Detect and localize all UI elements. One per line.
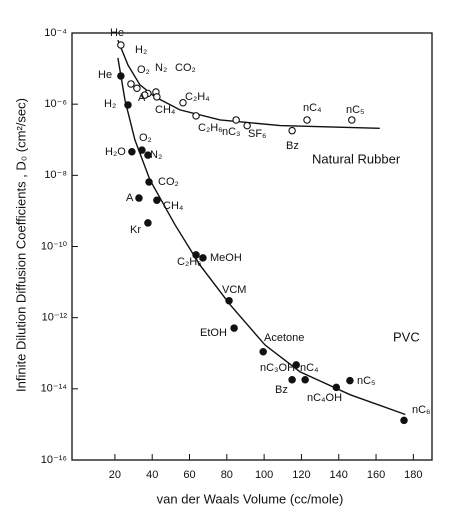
point-label: O₂ (137, 64, 150, 76)
point-label: nC₃OH (260, 362, 295, 374)
x-tick-label: 120 (292, 469, 310, 481)
point-label: He (98, 69, 112, 81)
point-label: Kr (130, 224, 141, 236)
point-label: EtOH (200, 327, 227, 339)
data-point (135, 194, 143, 202)
y-tick-label: 10⁻⁸ (44, 169, 67, 181)
point-label: Acetone (264, 332, 304, 344)
y-tick-label: 10⁻¹² (42, 312, 68, 324)
point-label: A (138, 92, 146, 104)
point-label: H₂O (105, 146, 126, 158)
point-label: CO₂ (175, 62, 196, 74)
point-label: CO₂ (158, 176, 179, 188)
data-point (117, 41, 125, 49)
point-label: N₂ (155, 62, 167, 74)
data-point (153, 93, 161, 101)
x-tick-label: 80 (221, 469, 233, 481)
fit-curve (117, 39, 380, 129)
data-point (133, 84, 141, 93)
point-label: nC₅ (346, 104, 365, 116)
data-point (192, 251, 200, 259)
point-label: nC₄ (303, 102, 322, 114)
annotation: PVC (393, 329, 420, 344)
data-point (144, 219, 152, 227)
annotation: Natural Rubber (312, 151, 401, 166)
data-point (225, 296, 233, 305)
data-point (346, 376, 354, 385)
point-label: nC₄OH (307, 392, 342, 404)
y-tick-label: 10⁻¹⁴ (41, 383, 68, 395)
data-point (288, 126, 296, 135)
x-tick-label: 100 (255, 469, 273, 481)
data-point (332, 383, 341, 392)
point-label: H₂ (104, 98, 116, 110)
point-label: nC₆ (412, 404, 431, 416)
x-tick-label: 20 (109, 469, 121, 481)
y-tick-label: 10⁻⁶ (44, 98, 67, 110)
data-point (128, 148, 136, 156)
y-tick-label: 10⁻⁴ (44, 27, 67, 39)
data-point (144, 151, 152, 159)
data-point (179, 98, 187, 107)
data-point (153, 196, 161, 204)
point-label: nC₃ (222, 126, 241, 138)
point-label: C₂H₄ (185, 91, 210, 103)
point-label: SF₆ (248, 128, 267, 140)
x-tick-label: 40 (146, 469, 158, 481)
point-label: VCM (222, 284, 246, 296)
point-label: CH₄ (155, 104, 176, 116)
point-label: C₂H₆ (177, 256, 202, 268)
x-tick-label: 180 (404, 469, 422, 481)
point-label: MeOH (210, 252, 242, 264)
data-point (140, 91, 149, 99)
data-point (127, 80, 135, 88)
data-point (199, 254, 207, 262)
point-label: nC₅ (357, 375, 376, 387)
y-tick-label: 10⁻¹⁶ (41, 454, 67, 466)
data-point (243, 121, 251, 130)
point-label: He (110, 27, 124, 39)
point-label: H₂ (135, 44, 147, 56)
point-label: C₂H₆ (198, 122, 223, 134)
y-tick-label: 10⁻¹⁰ (41, 240, 68, 252)
data-point (230, 324, 238, 332)
fit-curve (117, 57, 406, 416)
data-point (303, 116, 311, 124)
x-tick-label: 60 (183, 469, 195, 481)
data-point (301, 375, 309, 384)
point-label: N₂ (150, 149, 162, 161)
point-label: A (126, 192, 134, 204)
data-point (232, 116, 240, 124)
point-label: nC₄ (300, 362, 319, 374)
point-label: O₂ (139, 132, 152, 144)
data-point (145, 178, 153, 186)
point-label: Bz (275, 384, 288, 396)
x-axis-label: van der Waals Volume (cc/mole) (157, 491, 344, 506)
data-point (138, 146, 146, 154)
data-point (192, 112, 200, 120)
point-label: Bz (286, 140, 299, 152)
data-point (117, 72, 125, 80)
data-point (348, 116, 356, 124)
plot-frame (71, 32, 433, 461)
data-point (292, 361, 300, 369)
data-point (259, 348, 267, 356)
point-label: CH₄ (163, 200, 184, 212)
data-point (288, 375, 296, 384)
data-point (124, 101, 132, 109)
x-tick-label: 160 (367, 469, 385, 481)
y-axis-label: Infinite Dilution Diffusion Coefficients… (13, 98, 28, 392)
data-point (400, 416, 408, 425)
x-tick-label: 140 (330, 469, 348, 481)
